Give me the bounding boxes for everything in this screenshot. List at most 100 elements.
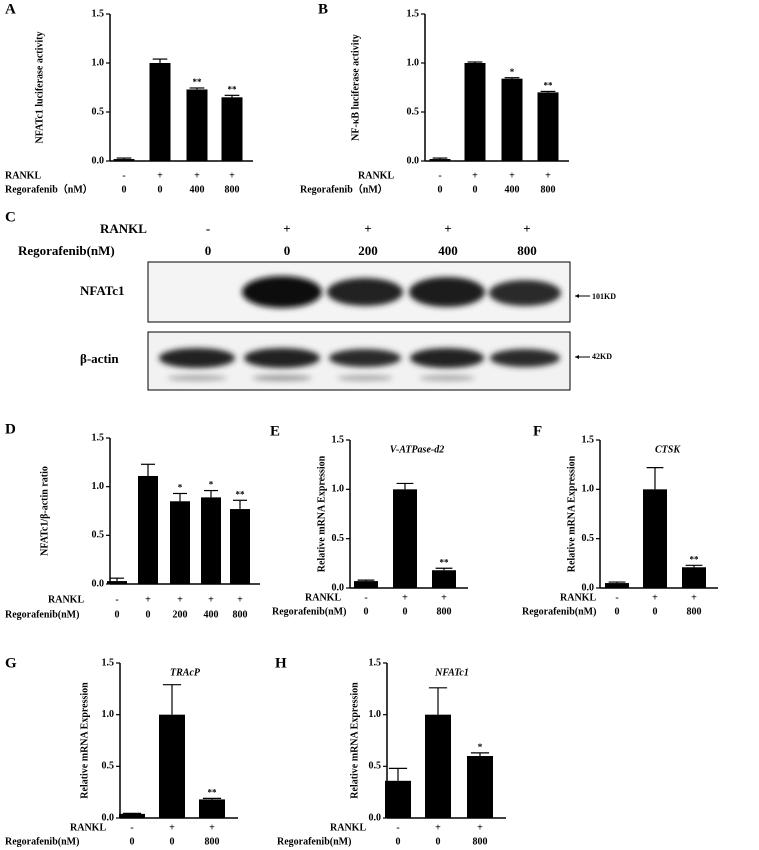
y-tick-label: 0.0 [407, 155, 420, 166]
x-tick-label: 800 [205, 836, 220, 847]
row-label: RANKL [70, 822, 106, 833]
bar [425, 714, 451, 818]
x-tick-label: + [194, 170, 200, 181]
x-tick-label: 800 [541, 184, 556, 195]
y-tick-label: 1.0 [92, 481, 105, 492]
x-tick-label: - [615, 592, 618, 603]
x-tick-label: + [472, 170, 478, 181]
significance: ** [208, 787, 218, 797]
band-size: 42KD [592, 352, 612, 361]
panel-letter: E [270, 423, 280, 439]
bar [643, 489, 667, 588]
row-label: Regorafenib（nM） [5, 182, 93, 195]
x-tick-label: 800 [233, 609, 248, 620]
x-tick-label: - [115, 594, 118, 605]
x-tick-label: 0 [653, 606, 658, 617]
y-tick-label: 1.0 [369, 709, 382, 720]
y-axis-label: NFATc1 luciferase activity [34, 31, 45, 143]
x-tick-label: 0 [403, 606, 408, 617]
x-tick-label: + [237, 594, 243, 605]
x-tick-label: 0 [158, 184, 163, 195]
panel-letter: C [5, 209, 16, 225]
y-tick-label: 0.5 [407, 106, 420, 117]
x-tick-label: 800 [473, 836, 488, 847]
y-tick-label: 0.0 [92, 578, 105, 589]
blot-lane-label: 0 [284, 243, 291, 258]
row-label: RANKL [305, 592, 341, 603]
row-label: Regorafenib(nM) [522, 606, 596, 617]
blot-lane-label: 800 [517, 243, 537, 258]
panel-letter: B [318, 1, 328, 17]
row-label: RANKL [330, 822, 366, 833]
y-tick-label: 1.5 [92, 432, 105, 443]
bar [170, 501, 190, 584]
x-tick-label: + [691, 592, 697, 603]
bar [199, 799, 225, 818]
x-tick-label: - [438, 170, 441, 181]
blot-lane-label: 400 [438, 243, 458, 258]
bar [467, 756, 493, 818]
y-tick-label: 0.0 [369, 812, 382, 823]
significance: ** [193, 77, 203, 87]
bar [432, 570, 456, 588]
y-tick-label: 1.5 [332, 434, 345, 445]
band-label: β-actin [80, 351, 119, 366]
x-tick-label: 0 [146, 609, 151, 620]
bar [464, 63, 486, 161]
y-tick-label: 0.5 [92, 106, 105, 117]
band-label: NFATc1 [80, 283, 125, 298]
significance: ** [690, 554, 700, 564]
x-tick-label: + [545, 170, 551, 181]
chart-title: TRAcP [170, 667, 201, 678]
blot-lane-label: + [364, 221, 371, 236]
x-tick-label: 0 [436, 836, 441, 847]
chart-title: CTSK [655, 444, 681, 455]
y-tick-label: 1.5 [102, 657, 115, 668]
panel-letter: D [5, 421, 16, 437]
x-tick-label: + [441, 592, 447, 603]
y-axis-label: Relative mRNA Expression [566, 455, 577, 572]
y-axis-label: NF-κB luciferase activity [350, 34, 361, 141]
x-tick-label: 0 [115, 609, 120, 620]
significance: * [510, 67, 515, 77]
blot-bands [159, 276, 561, 381]
y-tick-label: 1.5 [369, 657, 382, 668]
x-tick-label: 0 [396, 836, 401, 847]
significance: * [209, 480, 214, 490]
bar [149, 63, 171, 161]
bar [537, 92, 559, 161]
bar [393, 489, 417, 588]
band-size: 101KD [592, 292, 616, 301]
blot-lane-label: + [283, 221, 290, 236]
bar [429, 159, 451, 161]
x-tick-label: 800 [437, 606, 452, 617]
panel-letter: H [275, 655, 287, 671]
row-label: Regorafenib（nM） [300, 182, 388, 195]
bar [605, 583, 629, 588]
y-tick-label: 0.0 [582, 582, 595, 593]
bar [230, 509, 250, 584]
significance: ** [544, 80, 554, 90]
y-tick-label: 0.5 [92, 530, 105, 541]
x-tick-label: 0 [122, 184, 127, 195]
bar [201, 497, 221, 584]
row-label: Regorafenib(nM) [272, 606, 346, 617]
y-tick-label: 0.0 [332, 582, 345, 593]
x-tick-label: + [209, 822, 215, 833]
y-tick-label: 1.5 [407, 8, 420, 19]
x-tick-label: 400 [505, 184, 520, 195]
significance: * [178, 483, 183, 493]
y-tick-label: 1.0 [582, 484, 595, 495]
y-tick-label: 0.0 [102, 812, 115, 823]
x-tick-label: - [122, 170, 125, 181]
x-tick-label: 0 [130, 836, 135, 847]
bar [186, 89, 208, 161]
x-tick-label: + [477, 822, 483, 833]
y-tick-label: 0.5 [582, 533, 595, 544]
x-tick-label: 200 [173, 609, 188, 620]
y-tick-label: 0.5 [102, 761, 115, 772]
significance: ** [236, 489, 246, 499]
y-axis-label: Relative mRNA Expression [316, 455, 327, 572]
bar [107, 581, 127, 584]
